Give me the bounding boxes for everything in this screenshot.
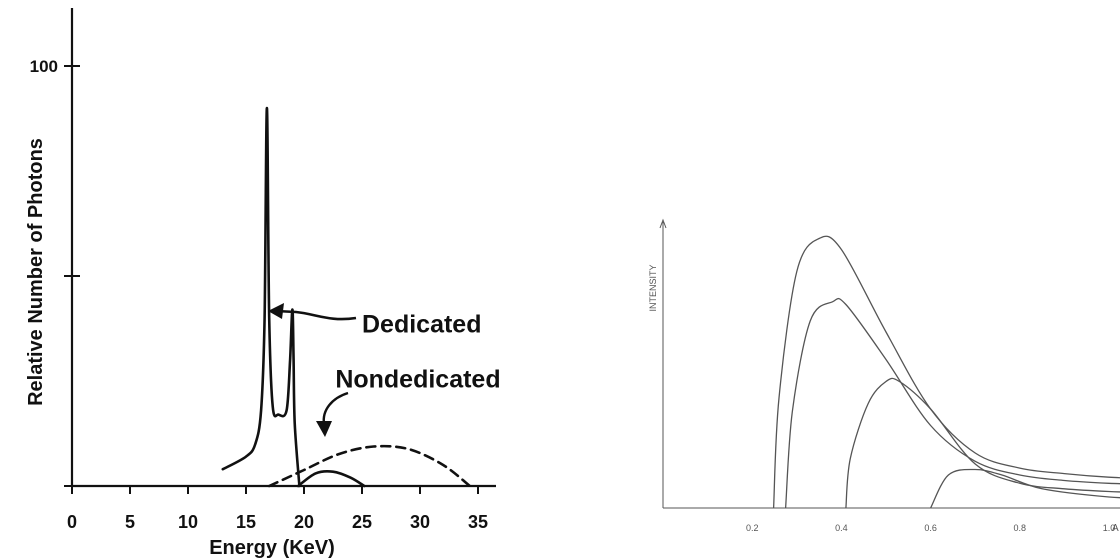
y-axis-arrowhead <box>659 218 667 229</box>
annotation-dedicated: Dedicated <box>362 311 481 339</box>
energy-spectrum-chart: 100 0 5 10 15 20 25 30 35 Energy (KeV) Relative Nu… <box>25 8 501 559</box>
x-tick-label: 0.4 <box>835 523 848 533</box>
x-axis-label: Energy (KeV) <box>209 537 335 559</box>
annotation-nondedicated: Nondedicated <box>335 365 500 393</box>
nondedicated-arrow-line <box>322 391 349 425</box>
x-tick-label: 20 <box>294 512 314 532</box>
y-tick-label: 100 <box>30 57 58 76</box>
x-tick-label: 0.2 <box>746 523 759 533</box>
x-tick-label: 1.0 <box>1103 523 1116 533</box>
x-tick-label: 0 <box>67 512 77 532</box>
y-axis-label: Relative Number of Photons <box>25 138 47 406</box>
intensity-curve-2 <box>784 297 1120 509</box>
series-dedicated-line <box>221 106 301 488</box>
x-tick-label: 0.8 <box>1014 523 1027 533</box>
x-tick-label: 35 <box>468 512 488 532</box>
x-axis-label: A <box>1112 523 1119 534</box>
series-nondedicated-line <box>267 444 472 488</box>
x-tick-label: 10 <box>178 512 198 532</box>
nondedicated-arrowhead <box>316 421 332 437</box>
y-axis-label: INTENSITY <box>648 264 658 311</box>
dedicated-arrow-line <box>275 309 357 321</box>
intensity-curve-1 <box>772 235 1120 509</box>
series-line <box>296 469 366 488</box>
intensity-curve-3 <box>845 377 1120 509</box>
intensity-curve-4 <box>930 468 1120 509</box>
x-tick-label: 0.6 <box>924 523 937 533</box>
x-tick-label: 5 <box>125 512 135 532</box>
x-tick-label: 25 <box>352 512 372 532</box>
dedicated-arrowhead <box>268 303 284 319</box>
x-tick-label: 30 <box>410 512 430 532</box>
x-tick-label: 15 <box>236 512 256 532</box>
intensity-wavelength-chart: 0.2 0.4 0.6 0.8 1.0A INTENSITY <box>648 218 1120 534</box>
